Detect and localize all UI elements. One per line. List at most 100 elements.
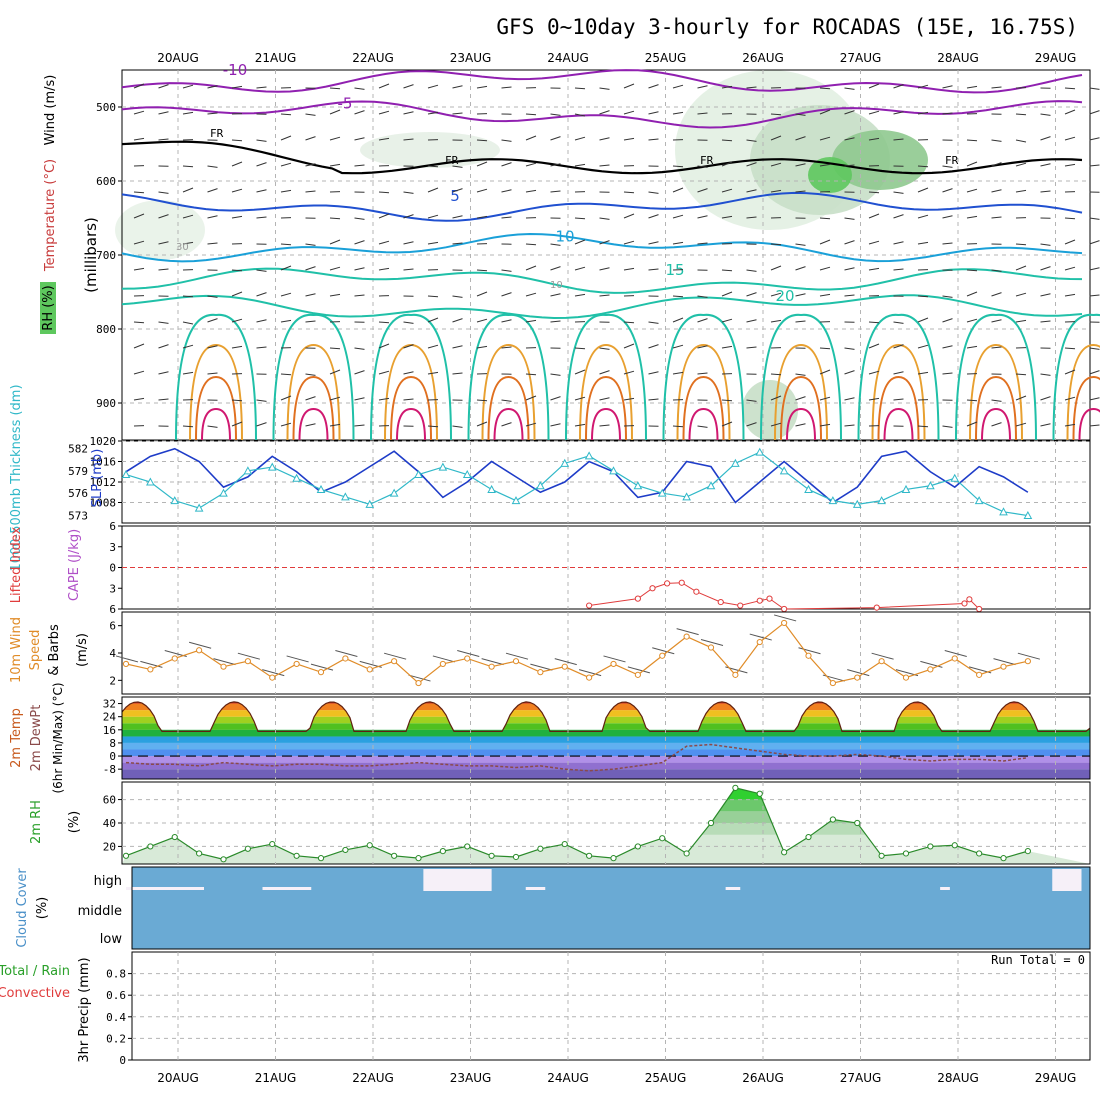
- surface-wind-barb: [188, 641, 212, 649]
- upper-wind-barb: [550, 243, 561, 246]
- upper-wind-barb: [697, 372, 708, 375]
- upper-wind-barb: [1040, 396, 1051, 401]
- cloud-cover-clear-patch: [423, 869, 492, 891]
- stability-panel: 6 3 0 3 6 Lifted Index CAPE (J/kg): [9, 520, 1091, 616]
- rh-marker: [707, 819, 715, 827]
- thickness-marker: [146, 477, 155, 486]
- wind-ylabel-1: 10m Wind: [9, 617, 24, 683]
- surface-wind-barb: [871, 652, 894, 660]
- upper-wind-barb: [721, 269, 733, 272]
- upper-wind-barb: [207, 242, 218, 245]
- upper-wind-barb: [893, 84, 904, 89]
- upper-wind-barb: [574, 396, 586, 401]
- upper-wind-barb: [378, 343, 390, 349]
- upper-wind-barb: [231, 318, 243, 323]
- upper-wind-barb: [966, 161, 978, 167]
- boundary-layer-contour: [682, 375, 725, 441]
- upper-wind-barb: [623, 343, 635, 349]
- upper-wind-barb: [354, 240, 365, 245]
- rh-shade-area: [742, 380, 798, 440]
- boundary-layer-contour: [201, 407, 231, 441]
- upper-wind-barb: [819, 217, 831, 220]
- upper-wind-barb: [942, 188, 953, 193]
- surface-wind-barb: [773, 614, 797, 622]
- boundary-layer-contour: [877, 375, 920, 441]
- upper-wind-barb: [966, 215, 978, 219]
- upper-wind-barb: [1064, 347, 1076, 350]
- rh-tick-label: 20: [103, 840, 116, 853]
- surface-wind-barb: [432, 655, 456, 663]
- upper-wind-barb: [770, 292, 782, 297]
- upper-wind-barb: [819, 293, 831, 297]
- upper-wind-barb: [329, 347, 341, 350]
- upper-wind-barb: [721, 399, 733, 402]
- rh-marker: [196, 850, 203, 857]
- upper-wind-barb: [231, 399, 243, 402]
- upper-wind-barb: [917, 295, 929, 298]
- upper-wind-barb: [501, 216, 512, 219]
- rh-marker: [634, 843, 641, 850]
- upper-wind-barb: [378, 213, 390, 219]
- boundary-layer-contour: [676, 343, 731, 441]
- upper-wind-barb: [942, 215, 953, 219]
- rh-marker: [293, 852, 300, 859]
- upper-wind-barb: [795, 243, 806, 246]
- isotherm-label: 10: [555, 228, 574, 246]
- wind-speed-marker: [488, 663, 495, 670]
- upper-wind-barb: [280, 395, 292, 401]
- lifted-index-tick-label: 3: [109, 582, 116, 595]
- boundary-layer-contour: [579, 343, 633, 441]
- thickness-marker: [584, 451, 594, 460]
- upper-wind-barb: [893, 321, 904, 324]
- upper-wind-barb: [329, 217, 341, 220]
- upper-wind-barb: [133, 397, 145, 401]
- thickness-marker: [438, 462, 448, 471]
- upper-wind-barb: [770, 113, 782, 116]
- upper-wind-barb: [182, 295, 194, 298]
- thickness-marker: [170, 496, 180, 505]
- upper-air-ylabel: (millibars): [82, 217, 100, 293]
- boundary-layer-contour: [786, 407, 816, 441]
- boundary-layer-contour: [396, 407, 426, 441]
- upper-wind-barb: [844, 294, 855, 297]
- rh-marker: [951, 842, 958, 849]
- upper-wind-barb: [623, 213, 635, 219]
- wind-speed-marker: [683, 633, 690, 640]
- thickness-marker: [121, 469, 131, 479]
- upper-wind-barb: [207, 215, 218, 219]
- upper-wind-barb: [133, 213, 145, 219]
- upper-wind-barb: [623, 137, 635, 141]
- boundary-layer-contour: [565, 313, 647, 441]
- precip-tick-label: 0: [119, 1054, 126, 1067]
- surface-wind-barb: [457, 649, 480, 657]
- upper-wind-barb: [1089, 347, 1100, 350]
- upper-wind-barb: [452, 372, 463, 375]
- upper-wind-barb: [917, 214, 929, 219]
- cloud-level-label: high: [94, 874, 122, 889]
- upper-wind-barb: [844, 137, 855, 141]
- upper-wind-barb: [697, 318, 708, 323]
- upper-wind-barb: [476, 139, 488, 142]
- top-date-label: 29AUG: [1035, 51, 1077, 65]
- upper-wind-barb: [256, 189, 267, 193]
- upper-wind-barb: [648, 241, 659, 245]
- upper-wind-barb: [868, 267, 880, 271]
- upper-wind-barb: [182, 344, 194, 349]
- upper-wind-barb: [966, 421, 978, 427]
- surface-wind-barb: [554, 658, 577, 666]
- rh-marker: [976, 850, 983, 857]
- isotherm-label: 5: [450, 187, 460, 205]
- boundary-layer-contour: [467, 313, 550, 441]
- bottom-date-label: 24AUG: [547, 1071, 589, 1085]
- boundary-layer-contour: [1066, 343, 1100, 441]
- upper-wind-barb: [868, 321, 880, 324]
- upper-wind-barb: [476, 85, 488, 89]
- temperature-band: [122, 756, 1090, 763]
- upper-wind-barb: [942, 345, 953, 349]
- upper-wind-barb: [1015, 395, 1027, 401]
- boundary-layer-contour: [298, 407, 329, 441]
- thickness-marker: [682, 492, 691, 501]
- upper-wind-barb: [476, 269, 488, 272]
- upper-wind-barb: [574, 266, 586, 271]
- upper-wind-barb: [354, 217, 365, 220]
